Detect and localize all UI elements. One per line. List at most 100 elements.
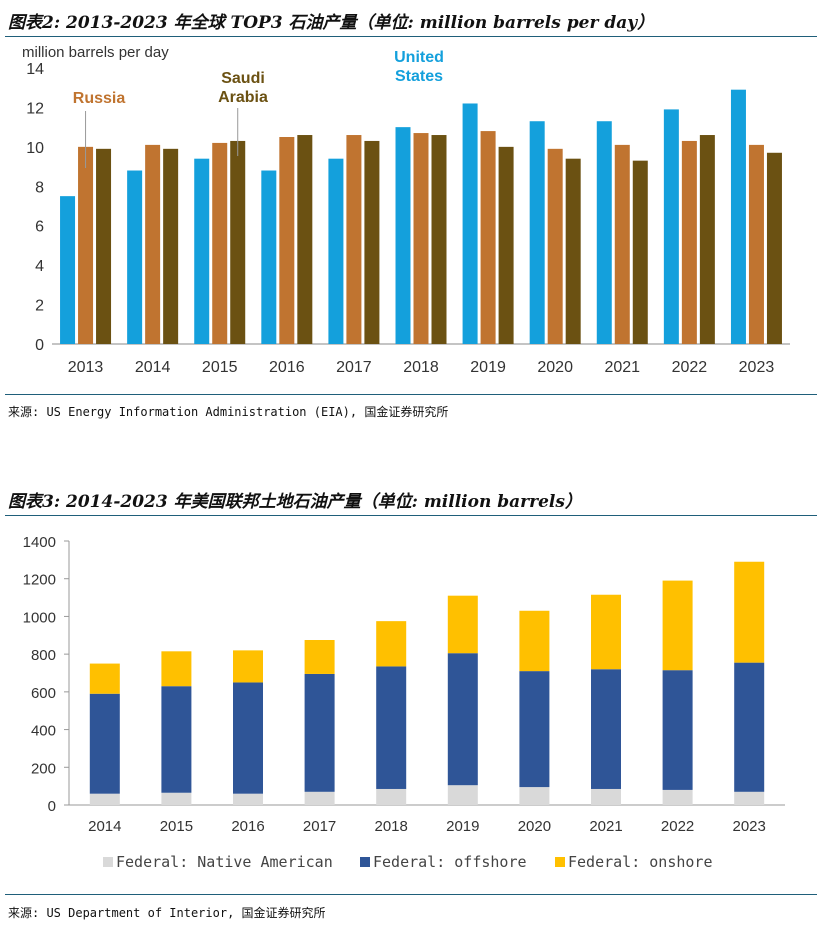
bar-united-states-2022: [663, 109, 679, 345]
figure-2-title: 图表3: 2014-2023 年美国联邦土地石油产量（单位: million b…: [8, 492, 582, 512]
x-tick-label: 2014: [88, 818, 121, 835]
y-tick-label: 600: [31, 685, 56, 702]
bar-russia-2017: [346, 135, 362, 344]
annotation-russia-line-1: Russia: [73, 90, 126, 107]
x-tick-label: 2019: [446, 818, 479, 835]
bar-united-states-2019: [462, 103, 478, 344]
bar-federal-offshore-2017: [304, 673, 335, 792]
bar-russia-2016: [279, 137, 295, 344]
bar-saudi-arabia-2023: [766, 152, 782, 344]
bar-united-states-2018: [395, 127, 411, 345]
bar-russia-2013: [78, 146, 94, 344]
figure-1-top-rule: [5, 36, 817, 37]
bar-united-states-2013: [60, 196, 76, 344]
bar-federal-native-american-2019: [447, 785, 478, 805]
x-tick-label: 2023: [739, 359, 775, 376]
x-tick-label: 2023: [733, 818, 766, 835]
y-tick-label: 200: [31, 760, 56, 777]
chart-1-top3-oil-production: million barrels per day 0 2 4 6 8 10 12 14 2013 20…: [22, 44, 790, 376]
legend-swatch-2: [360, 857, 370, 867]
bar-saudi-arabia-2016: [297, 135, 313, 344]
x-tick-label: 2016: [269, 359, 305, 376]
bar-federal-native-american-2015: [161, 792, 192, 805]
annotation-saudi-arabia-line-2: Arabia: [218, 89, 268, 106]
y-tick-label: 12: [26, 100, 44, 117]
bar-federal-native-american-2023: [734, 791, 765, 805]
y-tick-label: 4: [35, 258, 44, 275]
x-tick-label: 2022: [661, 818, 694, 835]
bar-russia-2023: [748, 144, 764, 344]
bar-saudi-arabia-2020: [565, 158, 581, 344]
bar-federal-offshore-2019: [447, 653, 478, 786]
x-tick-label: 2015: [160, 818, 193, 835]
bar-saudi-arabia-2013: [96, 148, 112, 344]
bar-russia-2018: [413, 133, 429, 344]
bar-federal-onshore-2018: [376, 621, 407, 667]
bar-federal-onshore-2021: [591, 594, 621, 670]
x-tick-label: 2018: [375, 818, 408, 835]
bar-saudi-arabia-2014: [163, 148, 179, 344]
y-tick-label: 400: [31, 723, 56, 740]
bar-federal-offshore-2018: [376, 666, 407, 789]
figure-2-top-rule: [5, 515, 817, 516]
bar-federal-native-american-2022: [662, 789, 693, 805]
x-tick-label: 2015: [202, 359, 238, 376]
x-tick-label: 2022: [672, 359, 708, 376]
bar-united-states-2017: [328, 158, 344, 344]
bar-united-states-2016: [261, 170, 277, 344]
bar-russia-2022: [681, 140, 697, 344]
bar-united-states-2021: [596, 121, 612, 344]
figure-2-source: 来源: US Department of Interior, 国金证券研究所: [8, 906, 326, 920]
bar-united-states-2015: [194, 158, 210, 344]
bar-federal-onshore-2017: [304, 640, 335, 674]
bar-saudi-arabia-2018: [431, 135, 447, 344]
bar-saudi-arabia-2022: [699, 135, 715, 344]
y-tick-label: 2: [35, 298, 44, 315]
bar-federal-offshore-2016: [233, 682, 263, 794]
bar-federal-onshore-2015: [161, 651, 192, 687]
bar-federal-onshore-2023: [734, 561, 765, 663]
bar-federal-offshore-2023: [734, 662, 765, 792]
y-tick-label: 6: [35, 219, 44, 236]
x-tick-label: 2019: [470, 359, 506, 376]
x-tick-label: 2014: [135, 359, 171, 376]
x-tick-label: 2020: [537, 359, 573, 376]
bar-united-states-2014: [127, 170, 143, 344]
x-tick-label: 2021: [589, 818, 622, 835]
bar-saudi-arabia-2019: [498, 146, 514, 344]
bar-united-states-2023: [730, 89, 746, 344]
figure-1-title: 图表2: 2013-2023 年全球 TOP3 石油产量（单位: million…: [8, 13, 655, 33]
y-tick-label: 14: [26, 61, 44, 78]
bar-united-states-2020: [529, 121, 545, 344]
bar-russia-2014: [145, 144, 161, 344]
y-tick-label: 8: [35, 179, 44, 196]
bar-saudi-arabia-2015: [230, 140, 246, 344]
annotation-saudi-arabia-line-1: Saudi: [221, 70, 265, 87]
bar-federal-offshore-2021: [591, 669, 621, 789]
bar-russia-2021: [614, 144, 630, 344]
y-tick-label: 0: [35, 337, 44, 354]
x-tick-label: 2017: [336, 359, 372, 376]
bar-federal-onshore-2022: [662, 580, 693, 671]
legend-label-2: Federal: offshore: [373, 853, 527, 871]
bar-federal-onshore-2020: [519, 610, 550, 672]
y-tick-label: 1400: [23, 534, 56, 551]
legend-label-3: Federal: onshore: [568, 853, 713, 871]
bar-federal-offshore-2022: [662, 670, 693, 790]
x-tick-label: 2017: [303, 818, 336, 835]
figure-1-source: 来源: US Energy Information Administration…: [8, 405, 449, 419]
bar-russia-2015: [212, 142, 228, 344]
x-tick-label: 2016: [231, 818, 264, 835]
x-tick-label: 2021: [604, 359, 640, 376]
bar-saudi-arabia-2017: [364, 140, 380, 344]
y-axis-label: million barrels per day: [22, 44, 169, 61]
bar-federal-native-american-2016: [233, 793, 263, 805]
annotation-united-states-line-1: United: [394, 49, 444, 66]
chart-2-us-federal-oil-production: 0 200 400 600 800 1000 1200 1400 2014 2015 2016 201…: [23, 534, 785, 871]
bar-federal-native-american-2021: [591, 788, 621, 805]
bar-russia-2020: [547, 148, 563, 344]
x-tick-label: 2018: [403, 359, 439, 376]
bar-federal-offshore-2020: [519, 671, 550, 788]
bar-russia-2019: [480, 131, 496, 344]
bar-federal-native-american-2014: [89, 793, 120, 805]
